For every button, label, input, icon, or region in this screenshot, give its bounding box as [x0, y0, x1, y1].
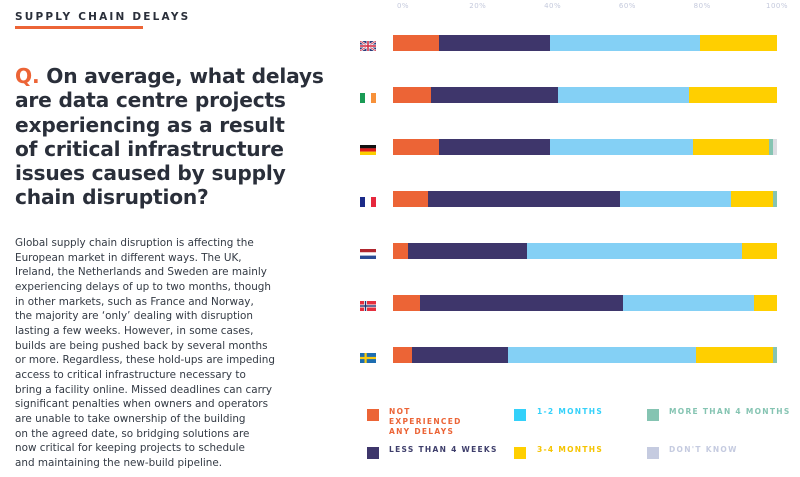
flag-netherlands-icon [360, 246, 376, 259]
question-text: are data centre projects [15, 88, 286, 113]
section-kicker: SUPPLY CHAIN DELAYS [15, 11, 191, 23]
bar-segment [688, 87, 777, 103]
bar-segment [773, 139, 777, 155]
body-paragraph: Global supply chain disruption is affect… [15, 236, 275, 471]
body-line: access to critical infrastructure necess… [15, 368, 246, 381]
bar-segment [773, 191, 777, 207]
question-prefix: Q. [15, 64, 47, 88]
legend-label: 1-2 MONTHS [537, 407, 604, 416]
bar-segment [753, 295, 777, 311]
body-line: Ireland, the Netherlands and Sweden are … [15, 266, 267, 279]
bar-segment [619, 191, 731, 207]
question-line: are data centre projects [15, 88, 335, 112]
bar-segment [427, 191, 620, 207]
legend-swatch [647, 447, 659, 459]
bar-segment [773, 347, 777, 363]
body-line: or more. Regardless, these hold-ups are … [15, 354, 275, 367]
body-line: European market in different ways. The U… [15, 251, 242, 264]
flag-france-icon [360, 194, 376, 207]
question-line: of critical infrastructure [15, 137, 335, 161]
question-heading: Q. On average, what delays are data centr… [15, 64, 335, 210]
bar-segment [742, 243, 777, 259]
question-line: issues caused by supply [15, 161, 335, 185]
kicker-underline [15, 26, 143, 29]
bar-segment [439, 35, 551, 51]
legend-label: MORE THAN 4 MONTHS [669, 407, 791, 416]
bar-segment [393, 243, 409, 259]
bar-segment [393, 35, 440, 51]
body-line: significant penalties when owners and op… [15, 398, 268, 411]
flag-sweden-icon [360, 350, 376, 363]
x-tick-label: 40% [544, 2, 562, 10]
body-line: Global supply chain disruption is affect… [15, 237, 254, 249]
legend-label: NOT EXPERIENCED ANY DELAYS [389, 407, 462, 436]
question-line: experiencing as a result [15, 113, 335, 137]
bar-segment [692, 139, 770, 155]
legend-swatch [514, 447, 526, 459]
question-text: of critical infrastructure [15, 136, 284, 161]
x-tick-label: 20% [469, 2, 487, 10]
legend-swatch [514, 409, 526, 421]
bar-segment [439, 139, 551, 155]
legend-label: 3-4 MONTHS [537, 445, 604, 454]
legend-label: LESS THAN 4 WEEKS [389, 445, 498, 454]
bar-segment [550, 35, 701, 51]
body-line: bring a facility online. Missed deadline… [15, 383, 273, 396]
question-line: Q. On average, what delays [15, 64, 335, 88]
legend-swatch [367, 409, 379, 421]
body-line: lasting a few weeks. However, in some ca… [15, 324, 254, 337]
question-line: chain disruption? [15, 185, 335, 209]
bar-segment [419, 295, 624, 311]
legend-label: DON'T KNOW [669, 445, 738, 454]
bar-segment [393, 87, 432, 103]
legend-swatch [367, 447, 379, 459]
bar-segment [550, 139, 693, 155]
legend-swatch [647, 409, 659, 421]
question-text: On average, what delays [46, 64, 324, 88]
question-text: chain disruption? [15, 185, 209, 210]
bar-segment [527, 243, 743, 259]
bar-segment [696, 347, 774, 363]
bar-segment [558, 87, 689, 103]
x-tick-label: 100% [765, 2, 789, 10]
body-line: in other markets, such as France and Nor… [15, 295, 254, 308]
flag-uk-icon [359, 38, 377, 52]
bar-segment [393, 139, 440, 155]
bar-segment [508, 347, 697, 363]
question-text: issues caused by supply [15, 161, 286, 186]
x-tick-label: 0% [396, 2, 410, 10]
flag-norway-icon [360, 298, 376, 311]
bar-segment [623, 295, 754, 311]
body-line: experiencing delays of up to two months,… [15, 280, 271, 293]
body-line: and maintaining the new-build pipeline. [15, 456, 223, 469]
body-line: are unable to take ownership of the buil… [15, 412, 246, 425]
body-line: the majority are ‘only’ dealing with dis… [15, 310, 253, 323]
question-text: experiencing as a result [15, 112, 285, 137]
x-tick-label: 60% [618, 2, 636, 10]
bar-segment [431, 87, 559, 103]
bar-segment [393, 347, 413, 363]
flag-ireland-icon [360, 90, 376, 103]
bar-segment [393, 191, 428, 207]
bar-segment [412, 347, 509, 363]
body-line: on the agreed date, so bridging solution… [15, 427, 250, 440]
bar-segment [769, 139, 774, 155]
flag-germany-icon [360, 142, 376, 155]
bar-segment [408, 243, 528, 259]
bar-segment [730, 191, 774, 207]
bar-segment [700, 35, 777, 51]
body-line: now critical for keeping projects to sch… [15, 442, 245, 455]
bar-segment [393, 295, 420, 311]
body-line: builds are being pushed back by several … [15, 339, 268, 352]
x-tick-label: 80% [693, 2, 711, 10]
